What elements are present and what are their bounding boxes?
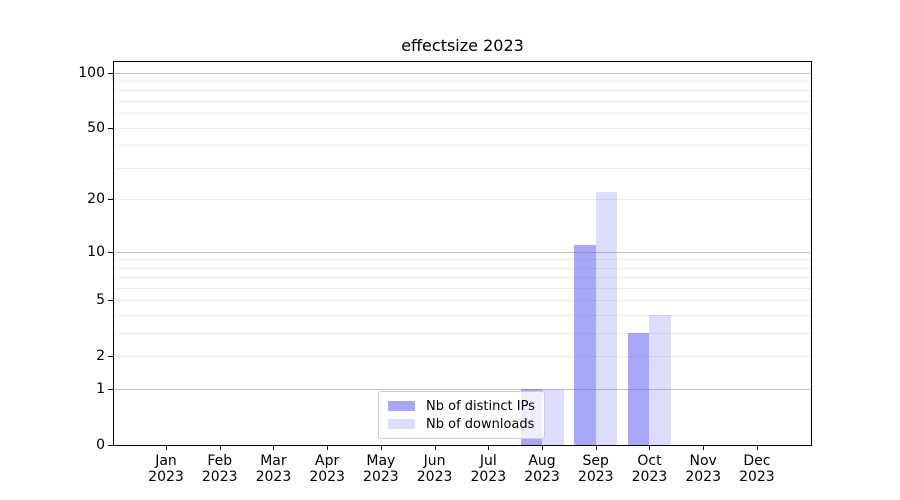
gridline-major xyxy=(114,72,811,74)
x-axis-tick-mark xyxy=(219,446,221,450)
y-axis-tick-label: 50 xyxy=(87,119,105,136)
legend-item: Nb of distinct IPs xyxy=(388,397,535,415)
legend-swatch xyxy=(388,401,415,411)
x-axis-tick-label: Feb 2023 xyxy=(201,453,238,485)
chart-title: effectsize 2023 xyxy=(401,36,524,55)
y-axis-tick-label: 100 xyxy=(78,64,105,81)
x-axis-tick-mark xyxy=(380,446,382,450)
gridline-minor xyxy=(114,167,811,169)
legend-item: Nb of downloads xyxy=(388,415,535,433)
x-axis-tick-label: Mar 2023 xyxy=(255,453,292,485)
gridline-minor xyxy=(114,127,811,129)
x-axis-tick-mark xyxy=(488,446,490,450)
gridline-minor xyxy=(114,300,811,302)
y-axis-tick-mark xyxy=(108,72,113,74)
gridline-minor xyxy=(114,113,811,115)
x-axis-tick-mark xyxy=(327,446,329,450)
y-axis-tick-label: 20 xyxy=(87,191,105,208)
legend: Nb of distinct IPs Nb of downloads xyxy=(378,391,545,439)
x-axis-tick-label: Aug 2023 xyxy=(524,453,560,485)
legend-swatch xyxy=(388,419,415,429)
legend-label: Nb of distinct IPs xyxy=(426,398,535,414)
bar-downloads xyxy=(595,192,618,445)
x-axis-tick-label: Jul 2023 xyxy=(470,453,507,485)
y-axis-tick-mark xyxy=(108,251,113,253)
gridline-minor xyxy=(114,315,811,317)
x-axis-tick-mark xyxy=(273,446,275,450)
y-axis-tick-label: 0 xyxy=(96,437,105,453)
x-axis-tick-label: Jan 2023 xyxy=(148,453,184,485)
bar-distinct-ips xyxy=(627,333,650,445)
x-axis-tick-label: Nov 2023 xyxy=(685,453,721,485)
x-axis-tick-label: Sep 2023 xyxy=(577,453,614,485)
y-axis-tick-label: 2 xyxy=(96,348,105,365)
bar-distinct-ips xyxy=(574,244,596,445)
x-axis-tick-mark xyxy=(434,446,436,450)
bar-downloads xyxy=(542,389,564,445)
gridline-minor xyxy=(114,101,811,103)
gridline-minor xyxy=(114,81,811,83)
x-axis-tick-mark xyxy=(595,446,597,450)
y-axis-tick-mark xyxy=(108,445,113,446)
y-axis-tick-mark xyxy=(108,199,113,201)
gridline-minor xyxy=(114,259,811,261)
gridline-minor xyxy=(114,277,811,279)
plot-area xyxy=(113,61,812,446)
x-axis-tick-mark xyxy=(649,446,651,450)
gridline-minor xyxy=(114,333,811,335)
x-axis-tick-mark xyxy=(166,446,167,450)
y-axis-tick-mark xyxy=(108,389,113,391)
y-axis-tick-mark xyxy=(108,127,113,129)
gridline-minor xyxy=(114,145,811,147)
y-axis-tick-mark xyxy=(108,356,113,358)
y-axis-tick-mark xyxy=(108,300,113,302)
gridline-major xyxy=(114,389,811,391)
y-axis-tick-label: 1 xyxy=(96,381,105,398)
x-axis-tick-mark xyxy=(756,446,758,450)
x-axis-tick-label: May 2023 xyxy=(363,453,399,485)
gridline-minor xyxy=(114,288,811,290)
x-axis-tick-label: Oct 2023 xyxy=(631,453,668,485)
gridline-minor xyxy=(114,90,811,92)
gridline-minor xyxy=(114,199,811,201)
bar-downloads xyxy=(649,315,671,445)
gridline-major xyxy=(114,251,811,253)
gridline-minor xyxy=(114,267,811,269)
legend-label: Nb of downloads xyxy=(426,416,535,432)
y-axis-tick-label: 10 xyxy=(87,243,105,260)
gridline-minor xyxy=(114,356,811,358)
x-axis-tick-mark xyxy=(542,446,544,450)
x-axis-tick-label: Jun 2023 xyxy=(416,453,453,485)
x-axis-tick-label: Apr 2023 xyxy=(309,453,345,485)
y-axis-tick-label: 5 xyxy=(96,292,105,309)
x-axis-tick-label: Dec 2023 xyxy=(739,453,775,485)
x-axis-tick-mark xyxy=(703,446,705,450)
